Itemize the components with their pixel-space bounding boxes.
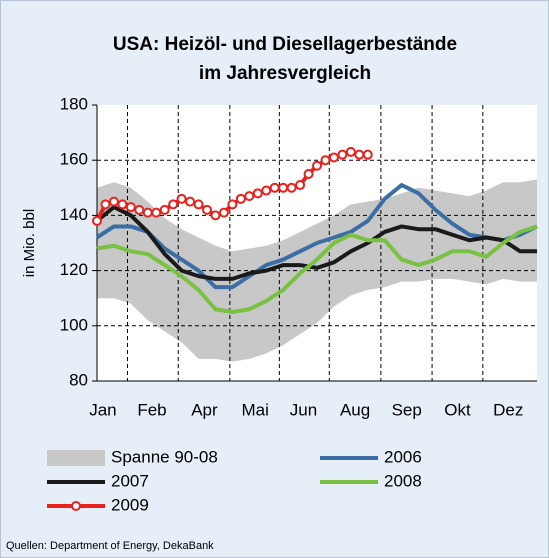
y-tick-label: 180 xyxy=(60,94,88,113)
y-tick-label: 120 xyxy=(60,260,88,279)
point xyxy=(100,199,111,210)
point xyxy=(108,196,119,207)
point xyxy=(337,149,348,160)
point xyxy=(142,207,153,218)
point xyxy=(185,196,196,207)
x-tick-label: Apr xyxy=(191,400,218,419)
point xyxy=(252,188,263,199)
series-line xyxy=(95,205,537,281)
y-tick-label: 100 xyxy=(60,315,88,334)
point xyxy=(328,152,339,163)
point xyxy=(176,193,187,204)
x-tick-label: Jun xyxy=(290,400,317,419)
y-tick-label: 160 xyxy=(60,150,88,169)
y-tick-label: 140 xyxy=(60,205,88,224)
point xyxy=(202,204,212,215)
point xyxy=(227,199,238,210)
x-tick-label: Feb xyxy=(137,400,166,419)
point xyxy=(269,182,280,193)
point xyxy=(193,199,204,210)
legend-label: 2007 xyxy=(111,471,149,490)
source: Quellen: Department of Energy, DekaBank xyxy=(6,540,214,552)
x-tick-label: Aug xyxy=(340,400,370,419)
point xyxy=(312,160,322,171)
x-tick-label: Jan xyxy=(89,400,116,419)
x-tick-label: Sep xyxy=(392,400,422,419)
point xyxy=(168,199,179,210)
legend-label: 2009 xyxy=(111,495,149,514)
legend-label: 2008 xyxy=(384,471,422,490)
y-axis-label: in Mio. bbl xyxy=(21,209,38,277)
point xyxy=(244,191,255,202)
point xyxy=(134,204,145,215)
x-tick-label: Dez xyxy=(493,400,523,419)
point xyxy=(218,207,229,218)
point xyxy=(354,149,365,160)
point xyxy=(303,169,314,179)
point xyxy=(286,182,297,193)
point xyxy=(261,185,272,196)
point xyxy=(345,146,356,157)
x-tick-label: Mai xyxy=(242,400,269,419)
point xyxy=(117,199,128,210)
point xyxy=(320,155,331,166)
y-tick-label: 80 xyxy=(69,370,88,389)
series-line xyxy=(95,183,538,290)
chart-title: im Jahresvergleich xyxy=(199,63,371,84)
point xyxy=(159,204,170,215)
point xyxy=(151,207,162,218)
point xyxy=(210,210,221,221)
point xyxy=(278,182,289,193)
legend-label: Spanne 90-08 xyxy=(111,447,218,466)
x-tick-label: Okt xyxy=(444,400,471,419)
legend-swatch xyxy=(47,450,105,466)
chart-title: USA: Heizöl- und Diesellagerbestände xyxy=(113,34,457,55)
point xyxy=(235,193,246,204)
legend-marker xyxy=(71,501,81,511)
point xyxy=(362,149,373,160)
point xyxy=(125,202,136,213)
legend-label: 2006 xyxy=(384,447,422,466)
series-line xyxy=(96,224,538,314)
point xyxy=(295,180,306,191)
point xyxy=(92,215,102,226)
